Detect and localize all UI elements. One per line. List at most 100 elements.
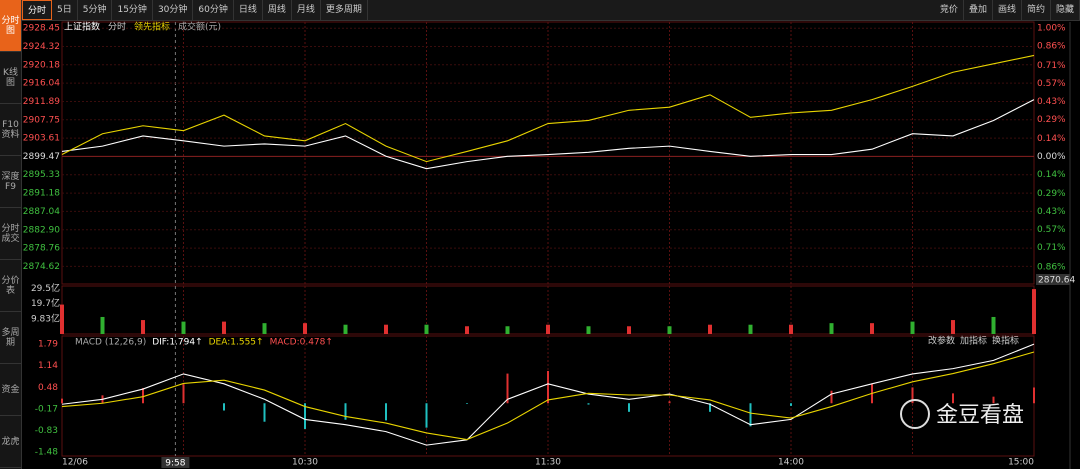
period-tab[interactable]: 分时: [22, 0, 53, 20]
volume-bar: [991, 316, 996, 334]
pct-tick-label: 0.43%: [1037, 207, 1066, 217]
macd-bar: [385, 403, 387, 421]
macd-bar: [466, 403, 468, 404]
pct-tick-label: 0.86%: [1037, 262, 1066, 272]
pct-tick-label: 0.00%: [1037, 152, 1066, 162]
macd-bar: [142, 388, 144, 404]
macd-bar: [547, 370, 549, 404]
panel-frame: [61, 21, 1035, 285]
macd-legend: MACD:0.478↑: [270, 338, 333, 348]
macd-legend: DEA:1.555↑: [209, 338, 264, 348]
macd-button[interactable]: 加指标: [960, 335, 987, 347]
macd-bar: [223, 403, 225, 411]
side-tab[interactable]: 资金: [0, 364, 21, 416]
volume-bar: [789, 324, 793, 334]
period-tab[interactable]: 周线: [263, 0, 292, 20]
volume-bar: [222, 321, 226, 334]
period-tab[interactable]: 30分钟: [153, 0, 194, 20]
volume-bar: [100, 316, 105, 334]
volume-bar: [505, 326, 510, 334]
crosshair-box: [161, 457, 190, 468]
tool-button[interactable]: 叠加: [964, 0, 993, 20]
pct-tick-label: 0.57%: [1037, 79, 1066, 89]
volume-bar: [667, 326, 672, 334]
y-tick-label: 9.83亿: [31, 312, 60, 324]
y-tick-label: 2874.62: [23, 262, 60, 272]
tool-button[interactable]: 画线: [993, 0, 1022, 20]
period-tab[interactable]: 更多周期: [321, 0, 368, 20]
macd-bar: [344, 403, 347, 420]
pct-tick-label: 0.14%: [1037, 134, 1066, 144]
macd-button[interactable]: 换指标: [992, 335, 1019, 347]
volume-bar: [181, 321, 186, 334]
pct-tick-label: 1.00%: [1037, 24, 1066, 34]
x-tick-label: 14:00: [778, 458, 804, 468]
volume-bar: [951, 320, 955, 334]
volume-bar: [1032, 289, 1036, 334]
side-tab[interactable]: 分价表: [0, 260, 21, 312]
y-tick-label: 2891.18: [23, 189, 60, 199]
tabs: 分时 5日 5分钟 15分钟 30分钟 60分钟 日线 周线 月线 更多周期: [22, 0, 368, 20]
y-tick-label: 2916.04: [23, 79, 60, 89]
y-tick-label: 2899.47: [23, 152, 60, 162]
y-tick-label: -0.17: [35, 404, 58, 414]
side-tab[interactable]: 分时图: [0, 0, 21, 52]
volume-bar: [829, 323, 834, 334]
pct-tick-label: 0.29%: [1037, 115, 1066, 125]
period-tab[interactable]: 15分钟: [112, 0, 153, 20]
period-tab[interactable]: 日线: [234, 0, 263, 20]
macd-bar: [992, 396, 995, 404]
tool-button[interactable]: 简约: [1022, 0, 1051, 20]
period-tab[interactable]: 5分钟: [78, 0, 113, 20]
period-tab[interactable]: 月线: [292, 0, 321, 20]
macd-button[interactable]: 改参数: [928, 335, 955, 347]
macd-bar: [182, 384, 185, 404]
macd-bar: [668, 401, 671, 404]
volume-bar: [303, 323, 307, 334]
macd-bar: [587, 403, 590, 405]
macd-bar: [952, 393, 954, 404]
pct-tick-label: 0.71%: [1037, 61, 1066, 71]
volume-bar: [627, 326, 631, 334]
right-buttons: 竞价 叠加 画线 简约 隐藏: [935, 0, 1080, 20]
watermark-icon: [900, 399, 930, 429]
y-tick-label: 2924.32: [23, 42, 60, 52]
sidebar: 分时图 K线图 F10资料 深度F9 分时成交 分价表 多周期 资金 龙虎: [0, 0, 22, 469]
period-tab[interactable]: 5日: [52, 0, 78, 20]
y-tick-label: 1.79: [38, 340, 58, 350]
legend-item: 领先指标: [134, 21, 170, 33]
y-tick-label: 2882.90: [23, 225, 60, 235]
side-tab[interactable]: 龙虎: [0, 416, 21, 468]
tool-button[interactable]: 竞价: [935, 0, 964, 20]
period-tab[interactable]: 60分钟: [193, 0, 234, 20]
y-tick-label: 2895.33: [23, 170, 60, 180]
y-tick-label: -1.48: [35, 448, 59, 458]
line: [61, 54, 1035, 163]
tool-button[interactable]: 隐藏: [1051, 0, 1080, 20]
volume-bar: [343, 324, 348, 334]
y-tick-label: 2878.76: [23, 244, 60, 254]
pct-tick-label: 0.14%: [1037, 170, 1066, 180]
volume-bar: [910, 321, 915, 334]
volume-bar: [384, 324, 388, 334]
macd-bar: [709, 403, 711, 412]
side-tab[interactable]: F10资料: [0, 104, 21, 156]
y-tick-label: 2903.61: [23, 134, 60, 144]
side-tab[interactable]: 分时成交: [0, 208, 21, 260]
x-tick-label: 15:00: [1008, 458, 1034, 468]
side-tab[interactable]: 深度F9: [0, 156, 21, 208]
y-tick-label: 19.7亿: [31, 297, 60, 309]
y-tick-label: 2911.89: [23, 97, 60, 107]
volume-bar: [708, 324, 712, 334]
side-tab[interactable]: K线图: [0, 52, 21, 104]
y-tick-label: 1.14: [38, 361, 58, 371]
macd-bar: [506, 373, 509, 404]
line: [61, 99, 1035, 170]
legend-item: 上证指数: [64, 21, 100, 33]
y-tick-label: 2928.45: [23, 24, 60, 34]
x-tick-label: 12/06: [62, 458, 88, 468]
side-tab[interactable]: 多周期: [0, 312, 21, 364]
y-tick-label: -0.83: [35, 426, 58, 436]
